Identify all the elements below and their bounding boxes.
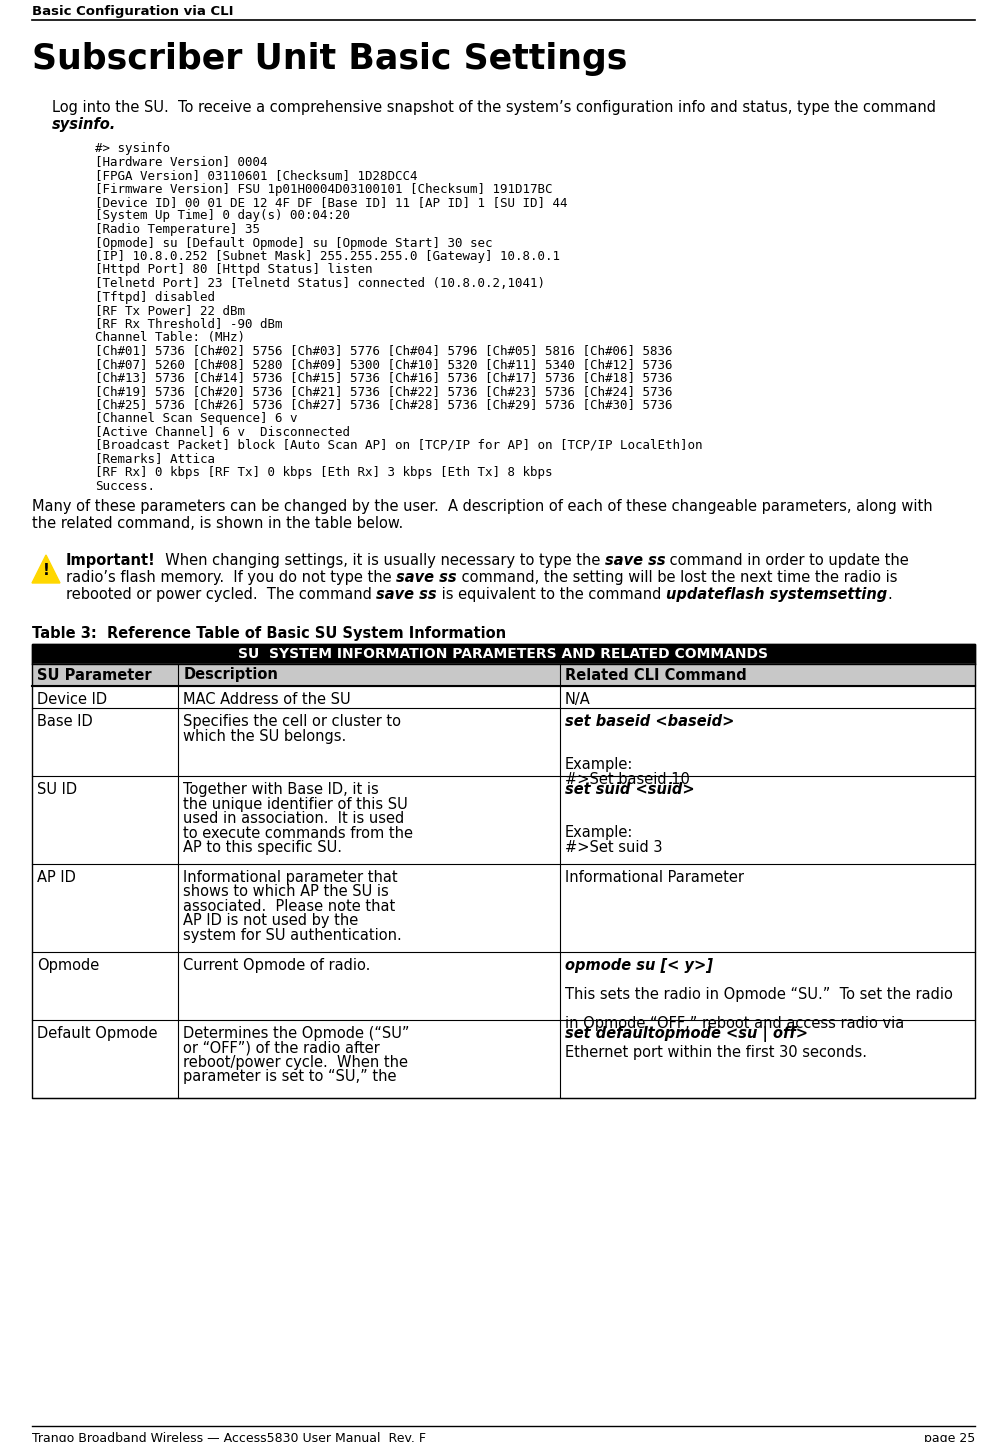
Text: in Opmode “OFF,” reboot and access radio via: in Opmode “OFF,” reboot and access radio… xyxy=(565,1017,904,1031)
Text: [Ch#13] 5736 [Ch#14] 5736 [Ch#15] 5736 [Ch#16] 5736 [Ch#17] 5736 [Ch#18] 5736: [Ch#13] 5736 [Ch#14] 5736 [Ch#15] 5736 [… xyxy=(95,372,673,385)
Text: parameter is set to “SU,” the: parameter is set to “SU,” the xyxy=(183,1070,397,1084)
Text: is equivalent to the command: is equivalent to the command xyxy=(437,587,666,601)
Text: SU Parameter: SU Parameter xyxy=(37,668,152,682)
Text: [System Up Time] 0 day(s) 00:04:20: [System Up Time] 0 day(s) 00:04:20 xyxy=(95,209,350,222)
Bar xyxy=(32,864,975,952)
Text: save ss: save ss xyxy=(605,552,666,568)
Text: shows to which AP the SU is: shows to which AP the SU is xyxy=(183,884,389,900)
Text: reboot/power cycle.  When the: reboot/power cycle. When the xyxy=(183,1056,408,1070)
Text: Trango Broadband Wireless — Access5830 User Manual  Rev. F: Trango Broadband Wireless — Access5830 U… xyxy=(32,1432,426,1442)
Bar xyxy=(32,776,975,864)
Text: Specifies the cell or cluster to: Specifies the cell or cluster to xyxy=(183,714,401,730)
Text: [Hardware Version] 0004: [Hardware Version] 0004 xyxy=(95,156,268,169)
Text: the unique identifier of this SU: the unique identifier of this SU xyxy=(183,796,408,812)
Text: AP ID: AP ID xyxy=(37,870,76,885)
Text: Base ID: Base ID xyxy=(37,714,93,730)
Bar xyxy=(32,686,975,708)
Text: radio’s flash memory.  If you do not type the: radio’s flash memory. If you do not type… xyxy=(66,570,396,585)
Text: Example:: Example: xyxy=(565,757,633,773)
Text: #>Set suid 3: #>Set suid 3 xyxy=(565,841,663,855)
Text: [RF Tx Power] 22 dBm: [RF Tx Power] 22 dBm xyxy=(95,304,245,317)
Text: to execute commands from the: to execute commands from the xyxy=(183,825,413,841)
Text: save ss: save ss xyxy=(377,587,437,601)
Bar xyxy=(32,645,975,1097)
Text: SU  SYSTEM INFORMATION PARAMETERS AND RELATED COMMANDS: SU SYSTEM INFORMATION PARAMETERS AND REL… xyxy=(239,647,768,660)
Text: command, the setting will be lost the next time the radio is: command, the setting will be lost the ne… xyxy=(457,570,897,585)
Text: .: . xyxy=(887,587,892,601)
Text: AP to this specific SU.: AP to this specific SU. xyxy=(183,841,342,855)
Text: [Ch#25] 5736 [Ch#26] 5736 [Ch#27] 5736 [Ch#28] 5736 [Ch#29] 5736 [Ch#30] 5736: [Ch#25] 5736 [Ch#26] 5736 [Ch#27] 5736 [… xyxy=(95,398,673,411)
Text: or “OFF”) of the radio after: or “OFF”) of the radio after xyxy=(183,1041,380,1056)
Text: Device ID: Device ID xyxy=(37,692,107,707)
Text: sysinfo.: sysinfo. xyxy=(52,117,116,133)
Text: rebooted or power cycled.  The command: rebooted or power cycled. The command xyxy=(66,587,377,601)
Text: Informational Parameter: Informational Parameter xyxy=(565,870,744,885)
Text: !: ! xyxy=(42,562,49,578)
Text: opmode su [< y>]: opmode su [< y>] xyxy=(565,957,713,973)
Text: updateflash systemsetting: updateflash systemsetting xyxy=(666,587,887,601)
Bar xyxy=(32,645,975,663)
Text: [RF Rx Threshold] -90 dBm: [RF Rx Threshold] -90 dBm xyxy=(95,317,283,330)
Text: page 25: page 25 xyxy=(923,1432,975,1442)
Text: command in order to update the: command in order to update the xyxy=(666,552,909,568)
Text: associated.  Please note that: associated. Please note that xyxy=(183,898,396,914)
Text: Current Opmode of radio.: Current Opmode of radio. xyxy=(183,957,371,973)
Text: Opmode: Opmode xyxy=(37,957,100,973)
Text: Table 3:  Reference Table of Basic SU System Information: Table 3: Reference Table of Basic SU Sys… xyxy=(32,626,507,642)
Text: which the SU belongs.: which the SU belongs. xyxy=(183,728,346,744)
Text: set suid <suid>: set suid <suid> xyxy=(565,782,695,797)
Text: Basic Configuration via CLI: Basic Configuration via CLI xyxy=(32,4,234,17)
Text: N/A: N/A xyxy=(565,692,591,707)
Text: Together with Base ID, it is: Together with Base ID, it is xyxy=(183,782,379,797)
Text: set baseid <baseid>: set baseid <baseid> xyxy=(565,714,734,730)
Text: Channel Table: (MHz): Channel Table: (MHz) xyxy=(95,332,245,345)
Bar xyxy=(32,952,975,1019)
Text: [Active Channel] 6 v  Disconnected: [Active Channel] 6 v Disconnected xyxy=(95,425,350,438)
Text: #> sysinfo: #> sysinfo xyxy=(95,141,170,154)
Bar xyxy=(32,708,975,776)
Text: [Tftpd] disabled: [Tftpd] disabled xyxy=(95,290,215,303)
Text: Subscriber Unit Basic Settings: Subscriber Unit Basic Settings xyxy=(32,42,627,76)
Polygon shape xyxy=(32,555,60,583)
Text: [Ch#07] 5260 [Ch#08] 5280 [Ch#09] 5300 [Ch#10] 5320 [Ch#11] 5340 [Ch#12] 5736: [Ch#07] 5260 [Ch#08] 5280 [Ch#09] 5300 [… xyxy=(95,358,673,371)
Text: Example:: Example: xyxy=(565,825,633,841)
Text: [IP] 10.8.0.252 [Subnet Mask] 255.255.255.0 [Gateway] 10.8.0.1: [IP] 10.8.0.252 [Subnet Mask] 255.255.25… xyxy=(95,249,560,262)
Text: [Telnetd Port] 23 [Telnetd Status] connected (10.8.0.2,1041): [Telnetd Port] 23 [Telnetd Status] conne… xyxy=(95,277,545,290)
Text: [Httpd Port] 80 [Httpd Status] listen: [Httpd Port] 80 [Httpd Status] listen xyxy=(95,264,373,277)
Text: system for SU authentication.: system for SU authentication. xyxy=(183,929,402,943)
Text: set defaultopmode <su | off>: set defaultopmode <su | off> xyxy=(565,1027,808,1043)
Text: Description: Description xyxy=(183,668,278,682)
Text: [Ch#01] 5736 [Ch#02] 5756 [Ch#03] 5776 [Ch#04] 5796 [Ch#05] 5816 [Ch#06] 5836: [Ch#01] 5736 [Ch#02] 5756 [Ch#03] 5776 [… xyxy=(95,345,673,358)
Text: Many of these parameters can be changed by the user.  A description of each of t: Many of these parameters can be changed … xyxy=(32,499,932,513)
Text: SU ID: SU ID xyxy=(37,782,78,797)
Text: AP ID is not used by the: AP ID is not used by the xyxy=(183,913,358,929)
Text: [FPGA Version] 03110601 [Checksum] 1D28DCC4: [FPGA Version] 03110601 [Checksum] 1D28D… xyxy=(95,169,418,182)
Text: [Broadcast Packet] block [Auto Scan AP] on [TCP/IP for AP] on [TCP/IP LocalEth]o: [Broadcast Packet] block [Auto Scan AP] … xyxy=(95,438,703,451)
Text: the related command, is shown in the table below.: the related command, is shown in the tab… xyxy=(32,516,403,531)
Text: When changing settings, it is usually necessary to type the: When changing settings, it is usually ne… xyxy=(156,552,605,568)
Text: [Channel Scan Sequence] 6 v: [Channel Scan Sequence] 6 v xyxy=(95,412,297,425)
Text: [Remarks] Attica: [Remarks] Attica xyxy=(95,453,215,466)
Text: MAC Address of the SU: MAC Address of the SU xyxy=(183,692,350,707)
Text: Important!: Important! xyxy=(66,552,156,568)
Text: #>Set baseid 10: #>Set baseid 10 xyxy=(565,771,690,787)
Text: [RF Rx] 0 kbps [RF Tx] 0 kbps [Eth Rx] 3 kbps [Eth Tx] 8 kbps: [RF Rx] 0 kbps [RF Tx] 0 kbps [Eth Rx] 3… xyxy=(95,466,553,479)
Text: Default Opmode: Default Opmode xyxy=(37,1027,157,1041)
Text: [Radio Temperature] 35: [Radio Temperature] 35 xyxy=(95,224,260,236)
Text: Determines the Opmode (“SU”: Determines the Opmode (“SU” xyxy=(183,1027,410,1041)
Text: [Firmware Version] FSU 1p01H0004D03100101 [Checksum] 191D17BC: [Firmware Version] FSU 1p01H0004D0310010… xyxy=(95,183,553,196)
Text: save ss: save ss xyxy=(396,570,457,585)
Bar xyxy=(32,1019,975,1097)
Text: used in association.  It is used: used in association. It is used xyxy=(183,810,405,826)
Text: Informational parameter that: Informational parameter that xyxy=(183,870,398,885)
Text: This sets the radio in Opmode “SU.”  To set the radio: This sets the radio in Opmode “SU.” To s… xyxy=(565,986,953,1002)
Text: Ethernet port within the first 30 seconds.: Ethernet port within the first 30 second… xyxy=(565,1045,867,1060)
Text: Success.: Success. xyxy=(95,480,155,493)
Text: Related CLI Command: Related CLI Command xyxy=(565,668,747,682)
Bar xyxy=(32,663,975,686)
Text: [Ch#19] 5736 [Ch#20] 5736 [Ch#21] 5736 [Ch#22] 5736 [Ch#23] 5736 [Ch#24] 5736: [Ch#19] 5736 [Ch#20] 5736 [Ch#21] 5736 [… xyxy=(95,385,673,398)
Text: Log into the SU.  To receive a comprehensive snapshot of the system’s configurat: Log into the SU. To receive a comprehens… xyxy=(52,99,936,115)
Text: [Opmode] su [Default Opmode] su [Opmode Start] 30 sec: [Opmode] su [Default Opmode] su [Opmode … xyxy=(95,236,492,249)
Text: [Device ID] 00 01 DE 12 4F DF [Base ID] 11 [AP ID] 1 [SU ID] 44: [Device ID] 00 01 DE 12 4F DF [Base ID] … xyxy=(95,196,568,209)
